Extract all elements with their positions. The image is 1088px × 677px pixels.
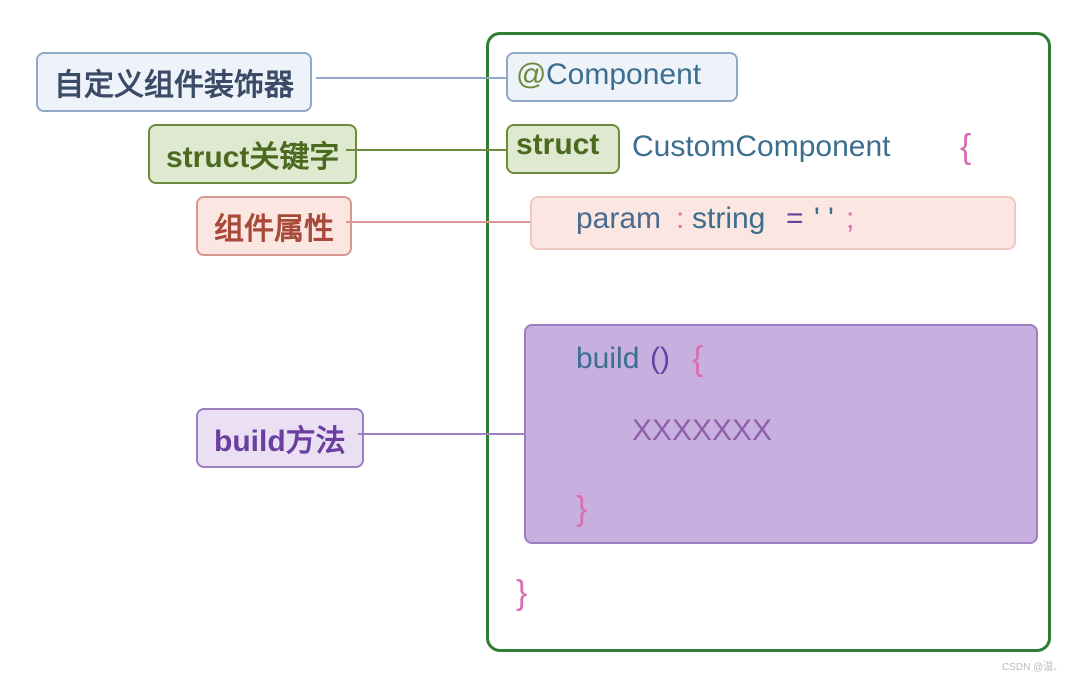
code-close-brace: }	[516, 574, 527, 613]
connector-build	[358, 433, 526, 435]
connector-decorator	[316, 77, 508, 79]
code-open-brace: {	[960, 128, 971, 167]
label-decorator: 自定义组件装饰器	[36, 52, 312, 112]
code-at-sign: @	[516, 58, 546, 92]
code-build-body: XXXXXXX	[632, 414, 772, 448]
code-build-paren: ()	[650, 342, 670, 376]
code-class-name: CustomComponent	[632, 130, 890, 164]
code-prop-name: param	[576, 202, 661, 236]
code-struct-keyword: struct	[516, 128, 599, 162]
code-prop-type: string	[692, 202, 765, 236]
code-prop-value: ' '	[814, 202, 834, 236]
connector-struct	[346, 149, 508, 151]
code-prop-colon: :	[676, 202, 684, 236]
code-build-name: build	[576, 342, 639, 376]
code-build-open-brace: {	[692, 340, 703, 379]
code-build-close-brace: }	[576, 490, 587, 529]
connector-property	[346, 221, 532, 223]
label-component-property: 组件属性	[196, 196, 352, 256]
code-prop-semi: ;	[846, 202, 854, 236]
code-component-word: Component	[546, 58, 701, 92]
watermark: CSDN @温、	[1002, 658, 1063, 673]
code-prop-eq: =	[786, 202, 804, 236]
label-struct-keyword: struct关键字	[148, 124, 357, 184]
label-build-method: build方法	[196, 408, 364, 468]
